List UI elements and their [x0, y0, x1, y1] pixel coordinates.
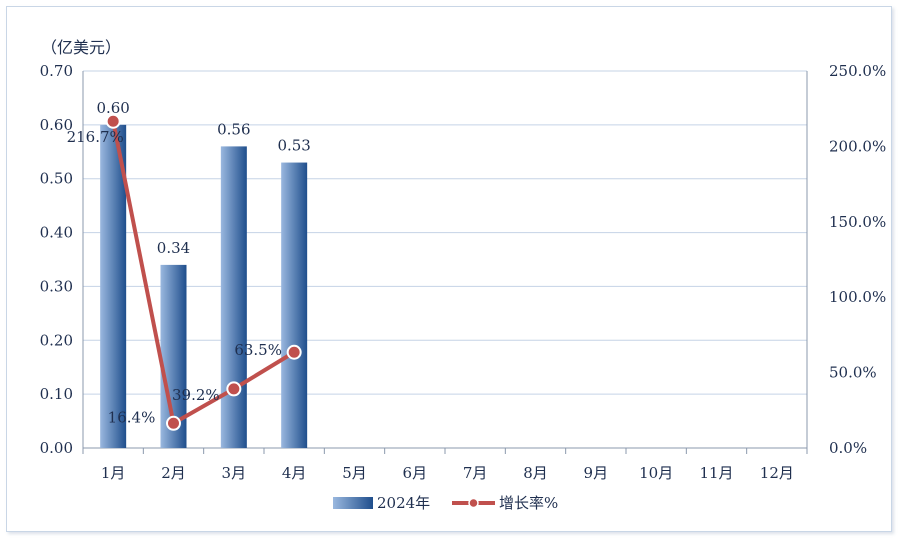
y-left-tick-label: 0.40	[40, 224, 73, 242]
y-right-tick-label: 100.0%	[829, 288, 886, 306]
legend-bar-label: 2024年	[377, 494, 430, 512]
growth-value-label: 16.4%	[108, 408, 156, 426]
y-unit-label: （亿美元）	[41, 38, 121, 57]
x-tick-label: 7月	[463, 464, 488, 482]
y-left-tick-label: 0.60	[40, 116, 73, 134]
chart-svg: 0.00 0.10 0.20 0.30 0.40 0.50 0.60 0.70 0.0% 50.0…	[40, 38, 887, 512]
x-tick-label: 5月	[342, 464, 367, 482]
x-tick-label: 4月	[282, 464, 307, 482]
x-tick-label: 6月	[403, 464, 428, 482]
y-right-tick-label: 150.0%	[829, 213, 886, 231]
x-tick-label: 8月	[523, 464, 548, 482]
y-left-tick-label: 0.10	[40, 385, 73, 403]
x-tick-label: 1月	[101, 464, 126, 482]
legend-line-marker	[468, 497, 479, 509]
x-tick-label: 12月	[760, 464, 794, 482]
x-tick-label: 10月	[639, 464, 673, 482]
y-left-tick-label: 0.20	[40, 331, 73, 349]
bar	[281, 162, 308, 449]
growth-point	[286, 344, 302, 360]
growth-point	[226, 381, 242, 397]
y-left-tick-label: 0.70	[40, 62, 73, 80]
y-left-tick-label: 0.30	[40, 277, 73, 295]
x-tick-label: 2月	[161, 464, 186, 482]
bar-value-label: 0.56	[217, 120, 250, 138]
x-tick-label: 9月	[584, 464, 609, 482]
y-right-tick-label: 50.0%	[829, 364, 877, 382]
growth-value-label: 216.7%	[67, 128, 124, 146]
y-right-tick-label: 250.0%	[829, 62, 886, 80]
bar-value-label: 0.53	[277, 137, 310, 155]
chart-frame: 0.00 0.10 0.20 0.30 0.40 0.50 0.60 0.70 0.0% 50.0…	[6, 6, 892, 532]
growth-point	[105, 113, 121, 129]
y-right-tick-label: 200.0%	[829, 137, 886, 155]
growth-line	[111, 120, 296, 426]
legend-bar-swatch	[333, 497, 373, 509]
bar	[220, 146, 247, 448]
x-tick-label: 11月	[699, 464, 733, 482]
growth-value-label: 39.2%	[172, 386, 220, 404]
x-tick-label: 3月	[222, 464, 247, 482]
y-left-tick-label: 0.00	[40, 439, 73, 457]
growth-point	[166, 415, 181, 431]
y-left-tick-label: 0.50	[40, 170, 73, 188]
growth-value-label: 63.5%	[234, 341, 282, 359]
bar-value-label: 0.34	[157, 239, 190, 257]
bar	[100, 124, 127, 448]
y-right-tick-label: 0.0%	[829, 439, 867, 457]
bar-value-label: 0.60	[96, 99, 129, 117]
legend-line-label: 增长率%	[499, 494, 558, 512]
